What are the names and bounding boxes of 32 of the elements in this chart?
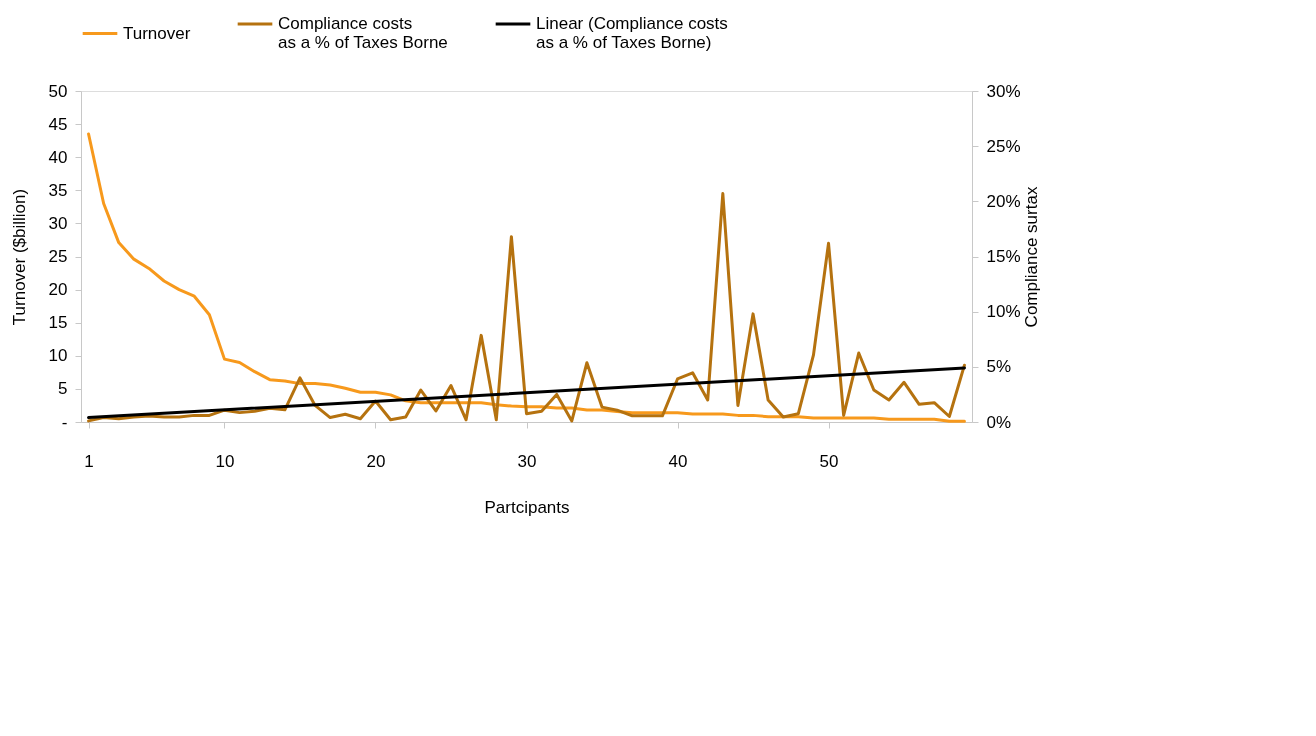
y-tick-label: 5 [58, 379, 68, 399]
y-tick-label: 10 [48, 346, 68, 366]
y-tick-label: - [61, 412, 68, 432]
y2-tick-label: 25% [986, 136, 1021, 156]
line-series [87, 132, 966, 423]
legend-label: Turnover [123, 23, 191, 43]
x-tick-label: 50 [819, 451, 839, 471]
y2-tick-label: 15% [986, 247, 1021, 266]
y-tick-label: 35 [48, 180, 68, 200]
y-tick-label: 30 [48, 213, 68, 233]
legend-label: Compliance costs as a % of Taxes Borne [278, 14, 448, 52]
y-tick-label: 40 [48, 147, 68, 167]
y-tick-label: 50 [48, 81, 68, 101]
y2-tick-label: 30% [986, 81, 1021, 101]
y2-axis-title: Compliance surtax [1021, 186, 1041, 328]
y2-tick-label: 5% [986, 357, 1012, 377]
x-tick-label: 1 [84, 451, 94, 471]
x-tick-label: 20 [366, 451, 386, 471]
y-axis-title: Turnover ($billion) [9, 188, 29, 326]
legend-label: Linear (Compliance costs as a % of Taxes Borne) [536, 14, 728, 52]
x-tick-label: 40 [668, 451, 688, 471]
y2-tick-label: 0% [986, 412, 1012, 432]
y2-tick-label: 10% [986, 302, 1021, 322]
y-tick-label: 45 [48, 114, 68, 134]
line-series [87, 192, 966, 423]
y-tick-label: 20 [48, 280, 68, 300]
x-axis-title: Partcipants [484, 497, 570, 517]
y2-tick-label: 20% [986, 191, 1021, 211]
x-tick-label: 10 [215, 451, 235, 471]
y-tick-label: 15 [48, 313, 68, 333]
y-tick-label: 25 [48, 247, 68, 266]
x-tick-label: 30 [517, 451, 537, 471]
